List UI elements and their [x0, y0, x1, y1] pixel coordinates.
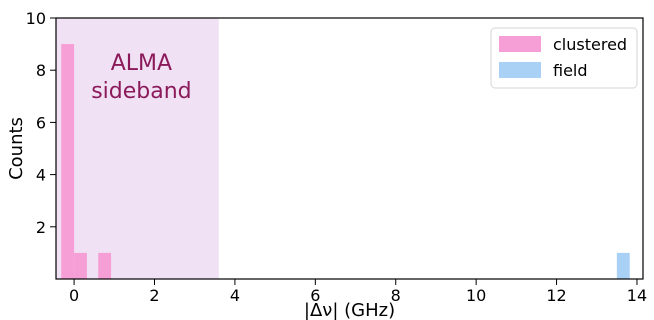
x-axis-title: |Δν| (GHz)	[304, 300, 395, 320]
annotation-layer: ALMA sideband	[91, 51, 191, 104]
bar-clustered	[74, 252, 87, 279]
bar-clustered	[98, 252, 112, 279]
sideband-label-line: ALMA	[111, 51, 172, 76]
y-axis-title: Counts	[6, 117, 27, 180]
x-tick-label: 14	[627, 286, 647, 305]
x-tick-label: 10	[466, 286, 486, 305]
legend-swatch-field	[499, 62, 541, 78]
x-tick-label: 8	[391, 286, 401, 305]
y-tick-label: 4	[36, 166, 46, 185]
x-tick-label: 0	[69, 286, 79, 305]
y-tick-label: 10	[26, 9, 46, 28]
x-tick-label: 4	[230, 286, 240, 305]
y-tick-label: 6	[36, 113, 46, 132]
alma-sideband-region	[56, 18, 219, 279]
bar-field	[616, 252, 630, 279]
y-tick-label: 2	[36, 218, 46, 237]
bars-layer	[61, 44, 630, 279]
shaded-region-layer	[56, 18, 219, 279]
legend-swatch-clustered	[499, 36, 541, 52]
axes-layer: |Δν| (GHz) Counts	[6, 17, 644, 320]
x-tick-label: 6	[310, 286, 320, 305]
ticks-layer: 0 2 4 6 8 10 12 14 2 4 6 8 10	[26, 9, 648, 305]
legend-label-field: field	[553, 61, 588, 80]
x-tick-label: 12	[546, 286, 566, 305]
legend-label-clustered: clustered	[553, 35, 627, 54]
legend: clustered field	[490, 27, 638, 89]
sideband-label-line: sideband	[91, 79, 191, 104]
x-tick-label: 2	[149, 286, 159, 305]
y-tick-label: 8	[36, 61, 46, 80]
bar-clustered	[61, 44, 75, 279]
plot-frame	[55, 17, 644, 280]
